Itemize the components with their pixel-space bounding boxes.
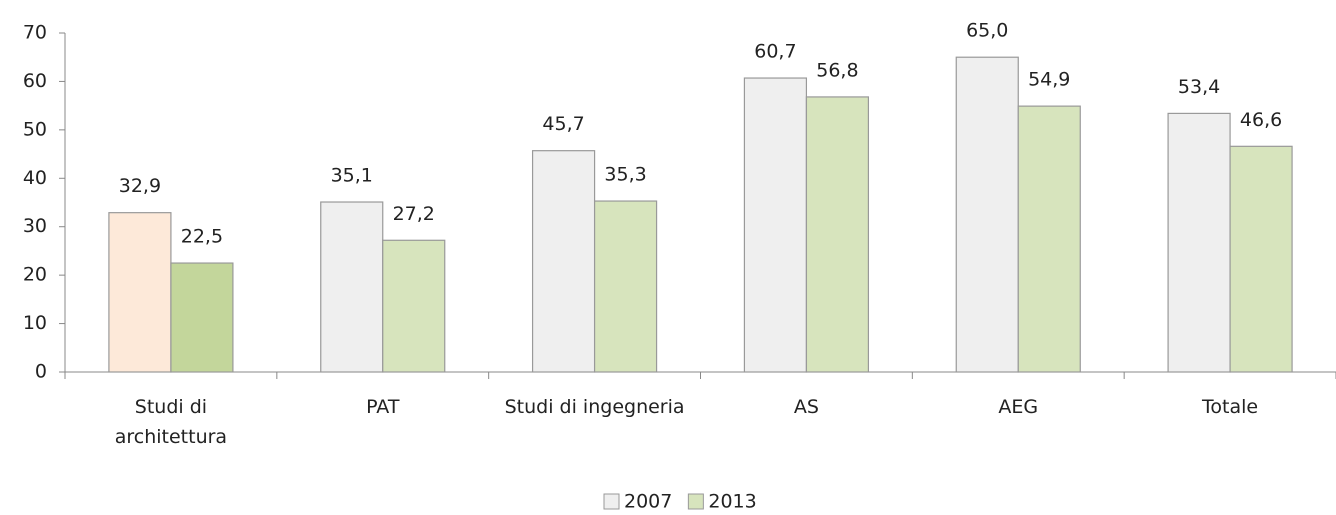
bar — [805, 96, 870, 373]
x-tick-label: PAT — [366, 396, 400, 418]
value-label: 32,9 — [119, 175, 161, 197]
y-tick-label: 50 — [23, 118, 47, 140]
x-tick-label: AEG — [998, 396, 1039, 418]
value-label: 56,8 — [816, 59, 858, 81]
x-tick-label: Totale — [1202, 396, 1259, 418]
value-label: 53,4 — [1178, 76, 1220, 98]
value-label: 27,2 — [393, 203, 435, 225]
y-tick-label: 60 — [23, 70, 47, 92]
y-tick-label: 70 — [23, 22, 47, 44]
x-tick-label: Studi di ingegneria — [504, 396, 685, 418]
value-label: 45,7 — [542, 113, 584, 135]
value-label: 65,0 — [966, 20, 1008, 42]
x-tick-label: Studi di architettura — [114, 396, 228, 448]
bar — [743, 77, 808, 373]
bar — [1017, 105, 1081, 373]
bar — [170, 262, 234, 373]
bar — [593, 200, 658, 373]
legend-label: 2007 — [624, 491, 672, 513]
bar — [955, 56, 1019, 373]
y-tick-label: 10 — [23, 312, 47, 334]
y-tick-label: 30 — [23, 215, 47, 237]
bar — [1229, 145, 1293, 373]
bar — [108, 212, 172, 373]
bar — [320, 201, 384, 373]
y-tick-label: 20 — [23, 264, 47, 286]
y-tick-label: 40 — [23, 167, 47, 189]
y-tick-label: 0 — [35, 361, 47, 383]
value-label: 46,6 — [1240, 109, 1282, 131]
value-label: 22,5 — [181, 226, 223, 248]
legend-label: 2013 — [708, 491, 756, 513]
bar — [382, 239, 446, 373]
legend-swatch — [603, 493, 620, 510]
legend-swatch — [687, 493, 704, 510]
x-tick-label: AS — [793, 396, 819, 418]
value-label: 35,3 — [604, 164, 646, 186]
value-label: 35,1 — [331, 165, 373, 187]
value-label: 54,9 — [1028, 69, 1070, 91]
bar — [1167, 112, 1231, 373]
value-label: 60,7 — [754, 41, 796, 63]
bar — [531, 150, 596, 373]
